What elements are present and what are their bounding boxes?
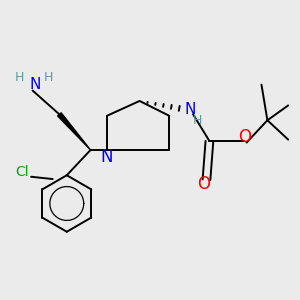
Text: H: H	[192, 114, 202, 127]
Text: O: O	[238, 128, 252, 146]
Text: N: N	[30, 77, 41, 92]
Text: H: H	[44, 71, 53, 84]
Text: H: H	[14, 71, 24, 84]
Text: N: N	[184, 102, 196, 117]
Text: Cl: Cl	[15, 165, 29, 179]
Polygon shape	[58, 113, 91, 150]
Text: N: N	[101, 148, 113, 166]
Text: O: O	[197, 175, 210, 193]
